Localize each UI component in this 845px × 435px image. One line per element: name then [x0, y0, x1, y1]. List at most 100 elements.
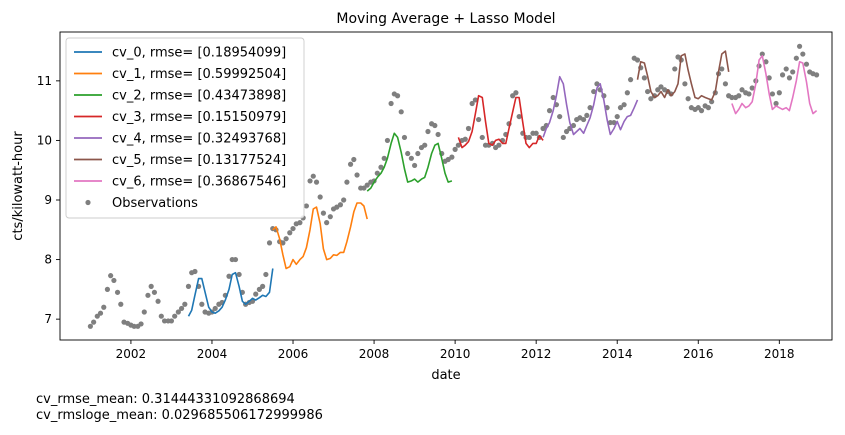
- observation-point: [384, 137, 391, 144]
- observation-point: [337, 202, 344, 208]
- observation-point: [364, 182, 370, 188]
- observation-point: [570, 122, 577, 129]
- observation-point: [591, 88, 597, 95]
- observation-point: [749, 85, 755, 91]
- plot-area: 2002 2004 2006 2008 2010 2012 2014 2016 2018 7 8 9 1…: [37, 31, 833, 361]
- observation-point: [155, 298, 161, 304]
- observation-point: [546, 108, 553, 114]
- observation-point: [287, 230, 293, 236]
- observation-point: [557, 113, 563, 120]
- observation-point: [526, 134, 532, 141]
- series-line-cv-1: [272, 202, 368, 270]
- y-tick-label: 7: [44, 312, 52, 326]
- observation-point: [641, 75, 647, 81]
- observation-point: [587, 105, 593, 111]
- x-tick-label: 2010: [440, 347, 471, 361]
- observation-point: [779, 72, 786, 78]
- observation-point: [786, 75, 793, 81]
- observation-point: [114, 289, 121, 295]
- observation-point: [199, 301, 205, 307]
- observation-point: [763, 59, 769, 65]
- observation-point: [607, 119, 613, 126]
- observation-point: [580, 116, 587, 123]
- observation-point: [634, 57, 641, 63]
- observation-point: [766, 75, 772, 81]
- observation-point: [351, 156, 357, 163]
- observation-point: [182, 301, 188, 307]
- observation-point: [185, 283, 192, 289]
- observation-point: [91, 319, 97, 325]
- observation-point: [814, 72, 820, 78]
- observation-point: [769, 91, 776, 97]
- observation-point: [168, 318, 175, 324]
- observation-point: [320, 210, 327, 216]
- observation-point: [685, 96, 691, 102]
- observation-point: [290, 225, 296, 232]
- legend-label-cv-5: cv_5, rmse= [0.13177524]: [112, 153, 286, 168]
- observation-point: [310, 173, 316, 179]
- y-tick-label: 9: [44, 193, 52, 207]
- observation-point: [405, 150, 411, 157]
- observation-point: [104, 286, 111, 292]
- x-tick-label: 2012: [521, 347, 552, 361]
- observation-point: [621, 102, 627, 108]
- observation-point: [381, 155, 387, 161]
- y-axis-label: cts/kilowatt-hour: [11, 131, 26, 241]
- observation-point: [411, 162, 418, 169]
- observation-point: [212, 305, 218, 312]
- observation-point: [584, 112, 590, 119]
- legend-label-cv-1: cv_1, rmse= [0.59992504]: [112, 67, 286, 82]
- observation-point: [472, 97, 478, 103]
- observation-point: [388, 100, 394, 107]
- observation-point: [759, 51, 765, 57]
- observation-point: [776, 90, 782, 96]
- x-tick-label: 2002: [116, 347, 147, 361]
- observation-point: [108, 273, 114, 279]
- observation-point: [401, 134, 408, 141]
- observation-point: [533, 130, 539, 136]
- observation-point: [138, 321, 144, 327]
- observation-point: [550, 94, 556, 101]
- observation-point: [435, 131, 441, 138]
- y-tick-label: 11: [37, 74, 52, 88]
- y-tick-label: 10: [37, 133, 52, 147]
- observation-point: [476, 116, 482, 123]
- observation-point: [313, 179, 320, 185]
- observation-point: [469, 100, 475, 107]
- observation-point: [425, 128, 431, 135]
- observation-point: [178, 305, 185, 312]
- x-axis-label: date: [431, 368, 460, 383]
- observation-point: [773, 100, 779, 107]
- observation-point: [341, 197, 347, 203]
- observation-point: [347, 161, 354, 167]
- observation-point: [317, 194, 323, 200]
- observation-point: [793, 55, 799, 61]
- observation-point: [175, 309, 181, 315]
- axes-frame: [59, 31, 833, 341]
- observation-point: [148, 283, 154, 289]
- legend-label-cv-3: cv_3, rmse= [0.15150979]: [112, 110, 286, 125]
- observation-point: [374, 170, 380, 176]
- observation-point: [614, 113, 620, 120]
- observation-point: [307, 178, 313, 184]
- observation-point: [324, 220, 330, 226]
- observation-point: [739, 87, 745, 93]
- observation-point: [796, 43, 803, 49]
- legend-label-cv-4: cv_4, rmse= [0.32493768]: [112, 132, 286, 147]
- observation-point: [280, 240, 286, 246]
- series-line-cv-3: [457, 94, 544, 149]
- series-line-cv-4: [542, 75, 639, 138]
- observation-point: [303, 203, 309, 209]
- observation-point: [192, 268, 198, 275]
- x-tick-label: 2014: [602, 347, 633, 361]
- observation-point: [645, 88, 651, 95]
- observation-point: [283, 236, 289, 242]
- observation-point: [627, 77, 634, 83]
- x-tick-label: 2008: [359, 347, 390, 361]
- observation-point: [790, 69, 796, 75]
- series-line-cv-0: [187, 268, 274, 317]
- observation-point: [111, 277, 117, 284]
- observation-point: [516, 113, 522, 120]
- observation-point: [800, 51, 806, 57]
